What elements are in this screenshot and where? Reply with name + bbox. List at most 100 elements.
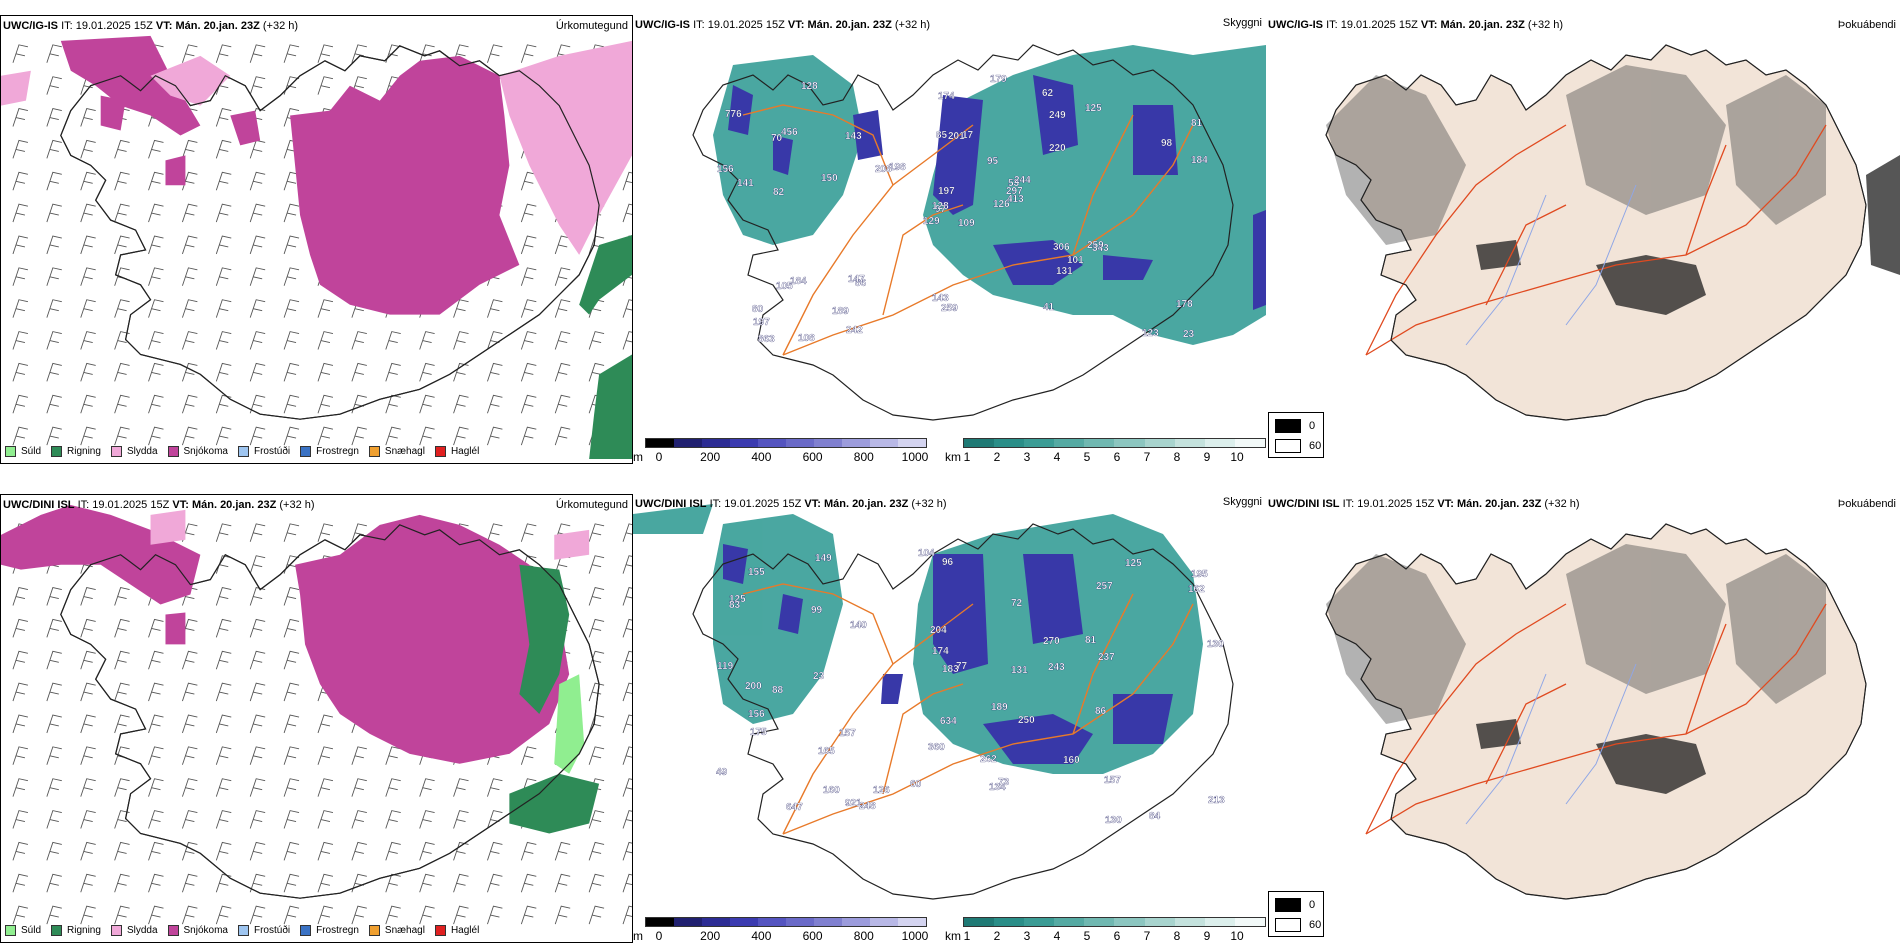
wind-barb [46,362,62,382]
vt-value: Mán. 20.jan. 23Z [823,498,909,510]
legend-label: Rigning [67,446,101,457]
wind-barb [453,873,469,893]
colorbar-tick: 600 [802,450,823,464]
wind-barb [317,331,334,350]
wind-barb [283,682,300,702]
height-label: 175 [750,727,767,738]
legend-label: Súld [21,925,42,936]
wind-barb [351,873,367,893]
height-label: 101 [1067,255,1084,266]
ptype-panel-row2: UWC/DINI ISL IT: 19.01.2025 15Z VT: Mán.… [0,494,633,943]
colorbar-tick: 7 [1143,929,1151,943]
wind-barb [622,618,632,638]
vt-value: Mán. 20.jan. 23Z [807,19,892,31]
wind-barb [283,841,300,861]
wind-barb [12,235,29,255]
vis-blue-area [723,544,1173,764]
wind-barb [148,746,164,765]
wind-barb [12,587,29,606]
fog-value: 0 [1309,899,1316,911]
wind-barb [588,841,605,861]
wind-barb [80,905,96,925]
height-label: 174 [938,91,955,102]
wind-barb [12,299,29,318]
wind-barb [588,555,605,574]
wind-barb [181,362,198,382]
roads [742,104,1194,356]
height-label: 250 [1018,715,1035,726]
lead-time: (+32 h) [894,19,931,31]
rain-area [509,564,600,834]
legend-swatch [300,925,312,936]
header-row1: UWC/IG-IS IT: 19.01.2025 15Z VT: Mán. 20… [635,19,930,32]
legend-label: Snæhagl [384,925,425,936]
wind-barb [181,746,198,765]
height-label: 189 [832,306,849,317]
wind-barb [453,394,469,414]
wind-barb [249,299,266,318]
wind-barb [622,746,632,765]
height-label: 204 [930,625,947,636]
wind-barb [453,905,469,925]
wind-barb [215,841,232,861]
wind-barb [554,362,571,382]
legend-swatch [237,925,249,936]
wind-barb [148,171,164,191]
height-label: 81 [1085,635,1097,646]
ptype-legend: Súld Rigning Slydda Snjókoma Frostúði Frostre… [5,925,479,936]
vt-value: Mán. 20.jan. 23Z [1456,498,1542,510]
wind-barb [80,362,96,382]
it-label: IT: [1326,19,1338,31]
it-label: IT: [709,498,722,510]
wind-barb [12,618,29,638]
fog-legend-row2: 0 60 [1268,891,1324,937]
wind-barb [80,682,96,702]
wind-barb [317,299,334,318]
legend-swatch [300,446,312,457]
wind-barb [622,523,632,542]
wind-barb [554,905,571,925]
height-label: 130 [1207,639,1224,650]
wind-barb [351,746,367,765]
wind-barb [554,235,571,255]
wind-barb [148,203,164,223]
wind-barb [419,810,435,829]
colorbar-tick: 5 [1083,450,1091,464]
height-label: 413 [1007,194,1024,205]
wind-barb [453,778,469,797]
wind-barb [487,394,503,414]
legend-item: Frostregn [300,925,359,936]
wind-barb [148,714,164,734]
wind-barb [453,362,469,382]
iceland-coastline [692,44,1234,421]
height-label: 197 [938,186,955,197]
wind-barb [385,873,401,893]
wind-barb [520,267,537,286]
legend-swatch [237,446,249,457]
height-label: 237 [1098,652,1115,663]
height-label: 162 [1188,584,1205,595]
height-label: 49 [716,767,728,778]
vt-label: VT: [155,20,173,32]
wind-barb [46,587,62,606]
height-label: 82 [773,187,785,198]
legend-item: Haglél [434,925,479,936]
it-value: 19.01.2025 15Z [707,19,785,31]
wind-barb [148,841,164,861]
colorbar-tick: 2 [993,929,1001,943]
height-label: 157 [839,728,856,739]
height-label: 143 [845,131,862,142]
legend-swatch [5,925,16,936]
lead-time: (+32 h) [1527,19,1564,31]
wind-barb [181,810,198,829]
fog-rivers [1465,663,1637,825]
wind-barb [114,362,130,382]
wind-barb [385,362,401,382]
wind-barb [215,873,232,893]
panel-title: Þokuábendi [1837,19,1896,31]
fog-legend-row1: 0 60 [1268,412,1324,458]
wind-barb [114,650,130,670]
wind-barb [520,873,537,893]
wind-barb [181,426,198,446]
wind-barb [317,362,334,382]
